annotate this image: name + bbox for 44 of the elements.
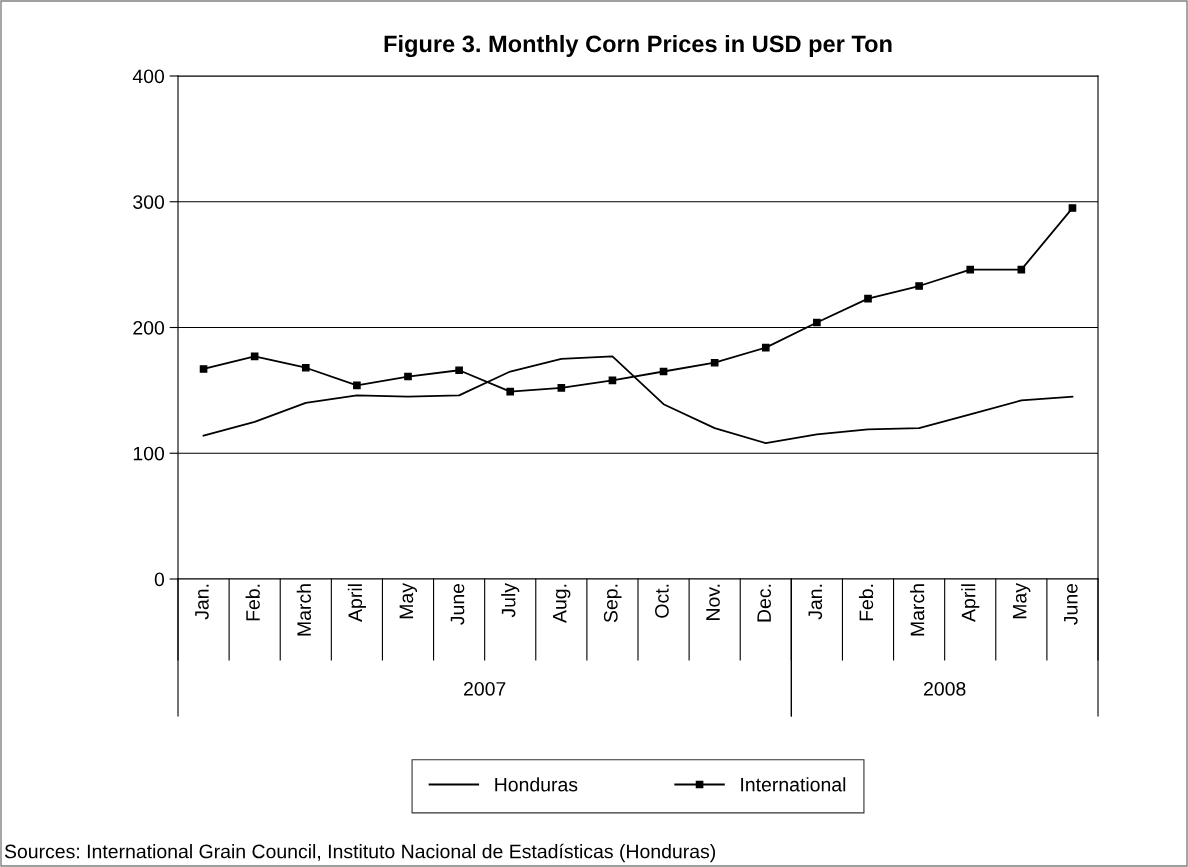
x-tick-label: Dec. xyxy=(757,584,771,622)
point xyxy=(915,282,923,290)
x-tick-label: Nov. xyxy=(706,584,720,620)
x-tick-label: Sep. xyxy=(603,584,622,623)
point xyxy=(761,343,770,352)
x-tick-label: Feb. xyxy=(858,584,874,621)
x-tick-label: July xyxy=(501,583,520,618)
point xyxy=(199,365,208,373)
legend-label: Honduras xyxy=(495,777,578,792)
point xyxy=(557,384,566,392)
x-tick-label: June xyxy=(450,583,465,625)
point xyxy=(506,387,515,396)
x-tick-label: Feb. xyxy=(245,584,260,621)
point xyxy=(353,381,361,390)
x-tick-label: March xyxy=(296,584,311,636)
x-tick-label: Jan. xyxy=(808,584,823,620)
x-tick-label: Oct. xyxy=(655,584,669,618)
y-tick-label: 200 xyxy=(133,320,165,335)
y-tick-label: 0 xyxy=(154,572,165,587)
x-tick-label: May xyxy=(1012,583,1031,619)
text: 2008 xyxy=(924,681,966,696)
point xyxy=(813,318,821,327)
x-tick-label: June xyxy=(1064,583,1078,625)
y-tick-label: 100 xyxy=(133,446,165,461)
x-tick-label: April xyxy=(347,584,366,622)
chart-title: Figure 3. Monthly Corn Prices in USD per Ton xyxy=(384,34,892,58)
x-tick-label: April xyxy=(961,584,980,622)
point xyxy=(455,366,463,375)
point xyxy=(301,363,310,372)
source-note: Sources: International Grain Council, Instituto Nacional de Estadísticas (Honduras) xyxy=(4,843,716,863)
point xyxy=(1068,204,1077,212)
text: 2007 xyxy=(464,681,506,696)
y-tick-label: 300 xyxy=(133,195,165,209)
point xyxy=(710,358,719,367)
x-tick-label: Aug. xyxy=(552,584,571,623)
point xyxy=(608,376,617,385)
x-tick-label: March xyxy=(910,584,925,636)
x-tick-label: May xyxy=(399,583,418,619)
x-tick-label: Jan. xyxy=(195,584,209,620)
legend-label: International xyxy=(741,777,846,792)
point xyxy=(864,294,872,303)
point xyxy=(966,265,975,274)
y-tick-label: 400 xyxy=(132,69,165,84)
point xyxy=(404,372,412,381)
